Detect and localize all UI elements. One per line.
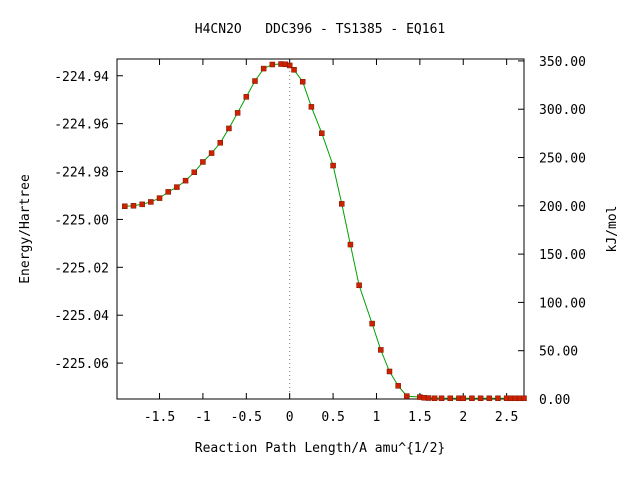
data-point [447, 395, 453, 402]
y-tick-label: -225.04 [54, 309, 109, 324]
data-point [252, 78, 258, 84]
y-axis-left: -224.94 -224.96 -224.98 -225.00 -225.02 -225.… [54, 70, 123, 372]
y-axis-label: Energy/Hartree [18, 174, 33, 284]
data-point [260, 65, 267, 72]
y-tick-label: -224.94 [54, 70, 109, 85]
data-point [386, 368, 393, 375]
x-tick-label: 2 [459, 410, 467, 425]
y2-tick-label: 200.00 [539, 200, 586, 215]
data-point [378, 347, 384, 353]
data-point [269, 61, 276, 68]
data-point [291, 67, 297, 73]
data-point [319, 130, 325, 136]
data-point [208, 150, 215, 156]
data-point [286, 62, 293, 69]
x-tick-label: 1 [373, 410, 381, 425]
y2-tick-label: 150.00 [539, 248, 586, 263]
data-point [182, 177, 189, 184]
y-tick-label: -224.96 [54, 118, 109, 133]
data-point [226, 125, 232, 132]
data-point [122, 203, 128, 210]
y-tick-label: -225.06 [54, 357, 109, 372]
data-point [200, 159, 206, 165]
data-point [477, 395, 484, 402]
data-point [347, 241, 354, 248]
data-point [156, 195, 163, 201]
data-point [369, 320, 375, 327]
data-point [330, 162, 336, 169]
x-tick-label: 0.5 [321, 410, 344, 425]
data-point [404, 393, 410, 399]
data-point [438, 395, 445, 402]
data-point [425, 395, 432, 401]
y2-tick-label: 300.00 [539, 103, 586, 118]
y2-tick-label: 0.00 [539, 393, 570, 408]
data-point [139, 201, 145, 208]
data-point [308, 104, 315, 110]
x-tick-label: 0 [286, 410, 294, 425]
chart-title: H4CN2O DDC396 - TS1385 - EQ161 [195, 22, 445, 37]
data-points [122, 61, 527, 402]
y-tick-label: -224.98 [54, 166, 109, 181]
data-point [469, 395, 475, 402]
x-tick-label: -0.5 [231, 410, 262, 425]
data-point [486, 395, 493, 402]
x-axis-label: Reaction Path Length/A amu^{1/2} [195, 441, 445, 456]
data-point [431, 395, 438, 402]
data-point [356, 282, 362, 289]
x-tick-label: 2.5 [495, 410, 518, 425]
y-axis-right: 350.00 300.00 250.00 200.00 150.00 100.00 50.0… [518, 55, 586, 408]
x-axis: -1.5 -1 -0.5 0 0.5 1 1.5 2 2.5 [144, 59, 518, 425]
x-tick-label: -1.5 [144, 410, 175, 425]
energy-curve [124, 63, 524, 399]
x-tick-label: 1.5 [408, 410, 431, 425]
y-tick-label: -225.00 [54, 213, 109, 228]
data-point [165, 189, 171, 195]
data-point [495, 395, 501, 402]
data-point [217, 140, 224, 146]
x-tick-label: -1 [195, 410, 211, 425]
data-point [130, 203, 137, 209]
data-point [191, 169, 197, 176]
data-point [460, 395, 467, 402]
data-point [148, 199, 154, 205]
y2-tick-label: 50.00 [539, 345, 578, 360]
data-point [395, 383, 401, 389]
data-point [299, 78, 306, 85]
y2-tick-label: 100.00 [539, 296, 586, 311]
data-point [234, 110, 241, 116]
data-point [339, 201, 345, 207]
y2-tick-label: 250.00 [539, 152, 586, 167]
y-tick-label: -225.02 [54, 261, 109, 276]
y2-axis-label: kJ/mol [605, 206, 620, 253]
y2-tick-label: 350.00 [539, 55, 586, 70]
data-point [243, 94, 250, 100]
data-point [521, 395, 527, 402]
plot-frame [116, 58, 525, 400]
data-point [174, 184, 180, 190]
